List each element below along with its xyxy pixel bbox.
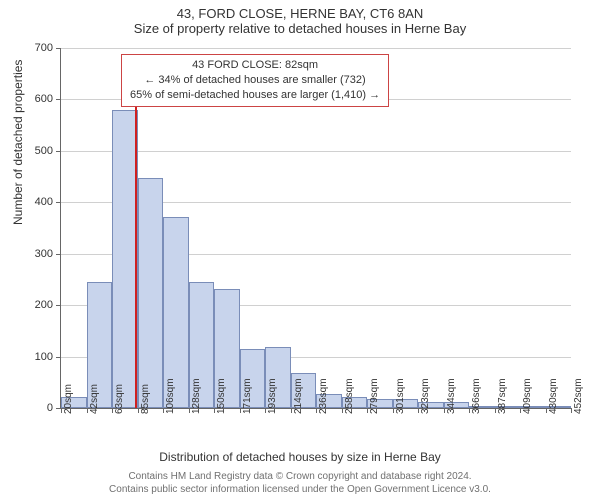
y-tick-label: 200	[35, 299, 61, 311]
x-tick-label: 344sqm	[446, 378, 457, 414]
gridline	[61, 48, 571, 49]
y-tick-label: 300	[35, 248, 61, 260]
x-tick-label: 409sqm	[522, 378, 533, 414]
info-line-2: ← 34% of detached houses are smaller (73…	[130, 73, 380, 88]
x-tick	[495, 408, 496, 413]
info-line-1: 43 FORD CLOSE: 82sqm	[130, 58, 380, 73]
marker-line	[135, 94, 137, 408]
histogram-bar	[112, 110, 138, 408]
x-tick-label: 42sqm	[89, 384, 100, 414]
x-tick	[138, 408, 139, 413]
attribution-line-1: Contains HM Land Registry data © Crown c…	[0, 470, 600, 483]
x-tick-label: 258sqm	[344, 378, 355, 414]
x-tick	[316, 408, 317, 413]
x-tick-label: 301sqm	[395, 378, 406, 414]
x-tick-label: 106sqm	[165, 378, 176, 414]
histogram-bar	[138, 178, 164, 408]
x-tick-label: 236sqm	[318, 378, 329, 414]
x-tick-label: 214sqm	[293, 378, 304, 414]
y-axis-title: Number of detached properties	[11, 60, 25, 225]
y-tick-label: 700	[35, 42, 61, 54]
x-tick-label: 20sqm	[63, 384, 74, 414]
x-tick	[571, 408, 572, 413]
x-tick	[520, 408, 521, 413]
y-tick-label: 0	[47, 402, 61, 414]
x-tick-label: 430sqm	[548, 378, 559, 414]
attribution: Contains HM Land Registry data © Crown c…	[0, 470, 600, 496]
x-tick	[163, 408, 164, 413]
plot-area: 010020030040050060070020sqm42sqm63sqm85s…	[60, 48, 571, 409]
x-tick-label: 279sqm	[369, 378, 380, 414]
y-tick-label: 400	[35, 196, 61, 208]
x-tick	[214, 408, 215, 413]
info-line-3: 65% of semi-detached houses are larger (…	[130, 88, 380, 103]
x-tick-label: 366sqm	[471, 378, 482, 414]
x-tick	[418, 408, 419, 413]
x-tick	[61, 408, 62, 413]
chart-container: 43, FORD CLOSE, HERNE BAY, CT6 8AN Size …	[0, 0, 600, 500]
y-tick-label: 600	[35, 93, 61, 105]
x-tick	[393, 408, 394, 413]
info-box: 43 FORD CLOSE: 82sqm ← 34% of detached h…	[121, 54, 389, 107]
x-tick	[469, 408, 470, 413]
x-tick-label: 323sqm	[420, 378, 431, 414]
y-tick-label: 100	[35, 351, 61, 363]
x-tick	[240, 408, 241, 413]
attribution-line-2: Contains public sector information licen…	[0, 483, 600, 496]
x-tick	[367, 408, 368, 413]
gridline	[61, 151, 571, 152]
x-tick	[265, 408, 266, 413]
x-tick	[112, 408, 113, 413]
x-tick	[189, 408, 190, 413]
x-tick	[291, 408, 292, 413]
x-tick-label: 387sqm	[497, 378, 508, 414]
x-tick-label: 150sqm	[216, 378, 227, 414]
x-tick	[342, 408, 343, 413]
x-tick-label: 452sqm	[573, 378, 584, 414]
y-tick-label: 500	[35, 145, 61, 157]
x-tick	[546, 408, 547, 413]
x-tick-label: 128sqm	[191, 378, 202, 414]
x-tick-label: 193sqm	[267, 378, 278, 414]
chart-title: 43, FORD CLOSE, HERNE BAY, CT6 8AN	[0, 0, 600, 21]
x-tick-label: 63sqm	[114, 384, 125, 414]
x-tick	[87, 408, 88, 413]
x-tick-label: 171sqm	[242, 378, 253, 414]
x-tick-label: 85sqm	[140, 384, 151, 414]
x-axis-title: Distribution of detached houses by size …	[0, 450, 600, 464]
chart-subtitle: Size of property relative to detached ho…	[0, 21, 600, 40]
x-tick	[444, 408, 445, 413]
